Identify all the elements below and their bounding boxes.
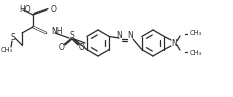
Text: N: N [171,39,177,48]
Text: O: O [79,43,85,52]
Text: CH₃: CH₃ [1,47,13,53]
Polygon shape [33,27,47,34]
Text: O: O [59,43,65,52]
Text: S: S [70,32,74,41]
Text: CH₃: CH₃ [190,30,202,36]
Text: N: N [116,32,122,41]
Text: N: N [127,32,133,41]
Text: CH₃: CH₃ [190,50,202,56]
Text: S: S [11,33,15,42]
Text: NH: NH [51,28,62,36]
Text: O: O [51,4,57,13]
Text: HO: HO [19,4,31,13]
